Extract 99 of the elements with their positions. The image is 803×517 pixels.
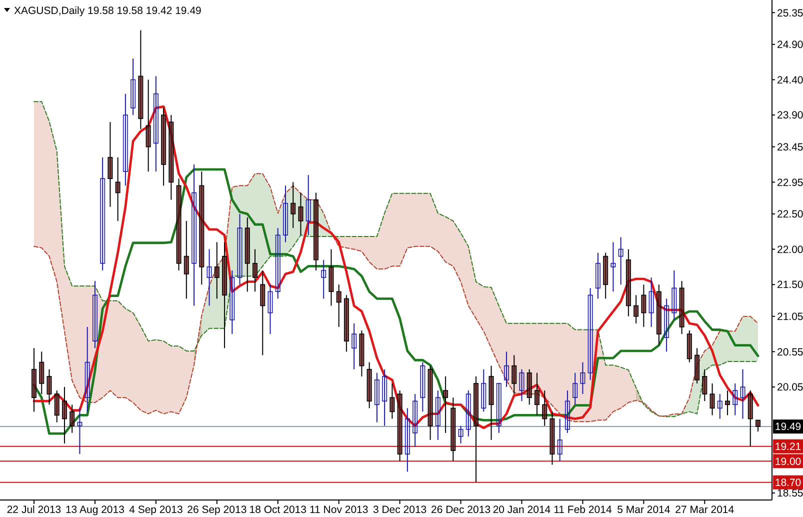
y-tick-label: 25.35	[777, 7, 803, 20]
candlestick	[725, 390, 730, 416]
candlestick	[54, 390, 60, 423]
x-tick-label: 5 Mar 2014	[617, 504, 670, 516]
x-tick-label: 26 Sep 2013	[187, 504, 247, 516]
candlestick	[146, 79, 151, 172]
candlestick	[664, 298, 670, 352]
candlestick	[702, 368, 708, 402]
candlestick	[46, 368, 52, 406]
x-tick-label: 4 Sep 2013	[129, 504, 183, 516]
candlestick	[756, 420, 760, 432]
candlestick	[275, 228, 280, 300]
y-tick-label: 22.00	[777, 244, 803, 256]
candlestick	[374, 372, 380, 423]
candlestick	[230, 270, 235, 334]
y-tick-label: 24.90	[777, 39, 803, 52]
ref-line-label: 19.21	[774, 440, 802, 453]
x-tick-label: 11 Feb 2014	[554, 504, 612, 516]
candlestick	[610, 242, 616, 292]
candlestick	[153, 76, 158, 172]
candlestick	[382, 368, 388, 426]
candlestick	[435, 390, 440, 440]
candlestick	[336, 284, 342, 328]
candlestick	[580, 362, 586, 395]
candlestick	[62, 386, 67, 444]
candlestick	[39, 351, 44, 395]
candlestick	[588, 288, 593, 380]
x-tick-label: 27 Mar 2014	[675, 504, 734, 516]
y-tick-label: 21.05	[777, 311, 803, 324]
candlestick	[252, 248, 258, 292]
candlestick	[298, 192, 304, 236]
y-tick-label: 24.40	[777, 74, 803, 86]
candlestick	[443, 376, 448, 434]
candlestick	[92, 280, 98, 349]
candlestick	[481, 368, 486, 412]
candlestick	[184, 220, 189, 300]
y-tick-label: 23.45	[777, 141, 803, 154]
candlestick	[237, 213, 242, 286]
candlestick	[115, 156, 120, 222]
candlestick	[542, 390, 548, 426]
candlestick	[84, 326, 90, 412]
candlestick	[672, 270, 677, 320]
candlestick	[641, 284, 646, 328]
candlestick	[732, 382, 738, 416]
y-tick-label: 23.90	[777, 110, 803, 122]
candlestick	[70, 404, 75, 434]
x-tick-label: 3 Dec 2013	[372, 504, 427, 516]
candlestick	[466, 390, 471, 437]
candlestick	[504, 351, 509, 388]
candlestick	[717, 394, 722, 420]
candlestick	[108, 122, 113, 208]
candlestick	[710, 382, 715, 416]
candlestick	[390, 382, 395, 420]
y-tick-label: 18.55	[777, 488, 803, 500]
x-tick-label: 26 Dec 2013	[431, 504, 491, 516]
candlestick	[648, 276, 654, 328]
y-tick-label: 20.05	[777, 382, 803, 394]
y-tick-label: 20.55	[777, 346, 803, 358]
candlestick	[100, 156, 106, 271]
candlestick	[192, 164, 197, 306]
candlestick	[564, 390, 570, 434]
candlestick	[458, 425, 464, 444]
candlestick	[268, 284, 273, 334]
candlestick	[260, 270, 266, 356]
y-tick-label: 21.50	[777, 279, 803, 292]
candlestick	[130, 58, 136, 116]
ref-line-label: 19.49	[774, 421, 802, 434]
x-tick-label: 20 Jan 2014	[492, 504, 551, 516]
y-tick-label: 22.95	[777, 176, 803, 189]
candlestick	[206, 248, 212, 306]
candlestick	[595, 252, 600, 300]
candlestick	[412, 394, 418, 448]
candlestick	[283, 185, 288, 243]
candlestick	[496, 382, 502, 434]
candlestick	[321, 259, 326, 300]
candlestick	[740, 368, 746, 420]
candlestick	[214, 242, 220, 300]
x-tick-label: 13 Aug 2013	[65, 504, 125, 516]
ref-line-label: 19.00	[774, 456, 802, 468]
candlestick	[557, 418, 562, 462]
x-tick-label: 18 Oct 2013	[249, 504, 307, 516]
candlestick	[634, 294, 639, 324]
candlestick	[572, 372, 578, 406]
candlestick	[122, 93, 128, 186]
candlestick	[352, 322, 357, 370]
ref-line-label: 18.70	[774, 477, 802, 490]
candlestick	[290, 182, 296, 229]
candlestick	[534, 372, 540, 416]
candlestick	[404, 408, 410, 472]
x-tick-label: 22 Jul 2013	[6, 504, 62, 516]
candlestick	[519, 368, 524, 402]
chart-title: XAGUSD,Daily 19.58 19.58 19.42 19.49	[14, 5, 202, 17]
candlestick	[618, 236, 624, 286]
y-tick-label: 22.50	[777, 208, 803, 221]
candlestick	[420, 362, 426, 412]
candlestick	[512, 354, 517, 395]
x-tick-label: 11 Nov 2013	[309, 504, 368, 516]
candlestick	[77, 408, 82, 455]
candlestick	[306, 174, 311, 236]
